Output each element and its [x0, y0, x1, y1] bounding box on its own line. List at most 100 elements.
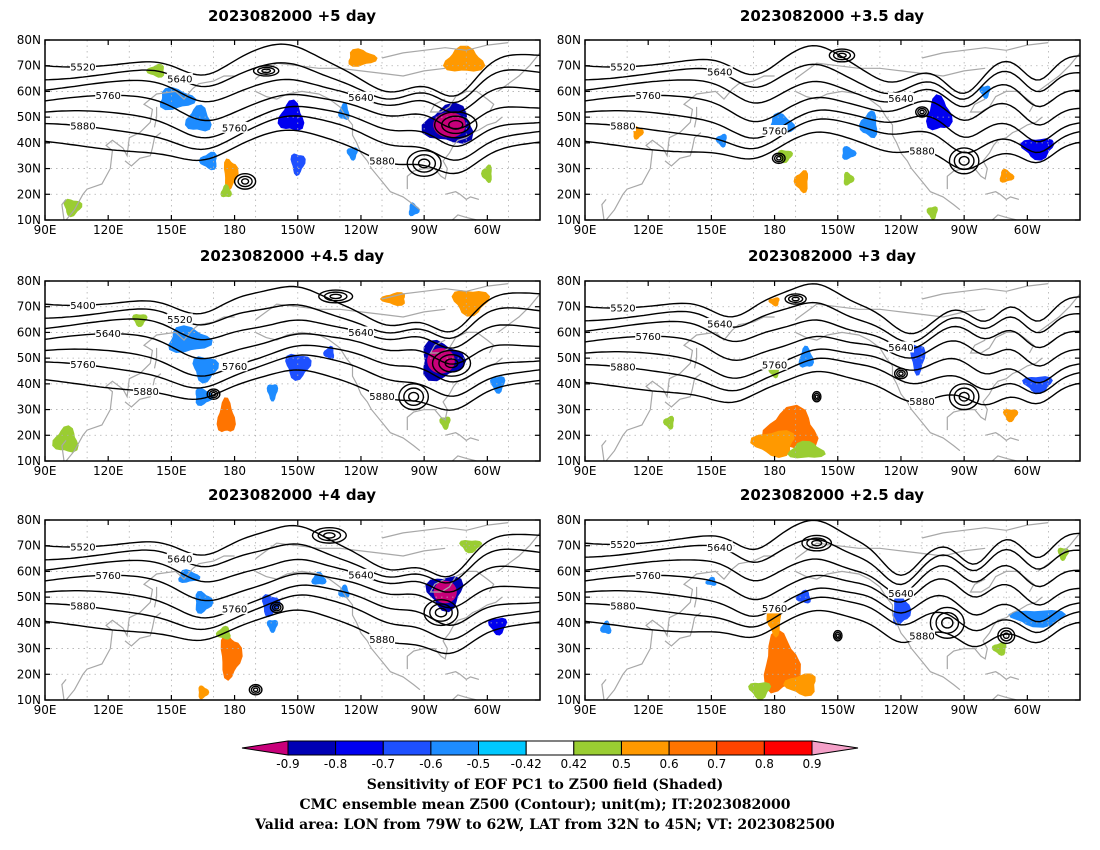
map-panel-4-5-day: 2023082000 +4.5 day 5400 5520 5640 5640 5760…	[17, 247, 541, 478]
z500-contour	[45, 584, 540, 627]
coastline	[693, 347, 698, 369]
coastline	[72, 225, 87, 238]
lon-tick-label: 90E	[574, 703, 597, 717]
closed-contour	[828, 48, 856, 63]
panel-title: 2023082000 +3.5 day	[740, 7, 924, 25]
coastline	[497, 52, 540, 92]
lon-tick-label: 150E	[696, 464, 727, 478]
lat-tick-label: 30N	[17, 403, 41, 417]
closed-contour	[958, 391, 970, 402]
map-panel-2-5-day: 2023082000 +2.5 day 5520 5640 5640 5760 5760…	[557, 486, 1081, 718]
colorbar-swatch	[621, 740, 670, 756]
colorbar-min-arrow	[241, 740, 289, 756]
contour-label-bg	[609, 600, 636, 612]
z500-contour	[45, 558, 540, 593]
z500-contour	[585, 348, 1080, 384]
coastline	[946, 596, 1043, 670]
lon-tick-label: 90W	[951, 703, 978, 717]
sensitivity-core	[220, 405, 232, 429]
contour-label-bg	[887, 587, 914, 599]
contour-label-bg	[166, 313, 193, 325]
z500-contour	[45, 105, 540, 148]
coastline	[612, 705, 627, 718]
colorbar-label: 0.9	[802, 757, 821, 771]
lat-tick-label: 80N	[557, 33, 581, 47]
closed-contour	[248, 683, 263, 696]
z500-contour	[585, 370, 1080, 406]
closed-contour	[273, 605, 280, 610]
sensitivity-shade	[793, 170, 808, 194]
contour-label: 5400	[70, 301, 95, 312]
z500-contour	[45, 333, 540, 365]
contour-label-bg	[761, 125, 788, 137]
closed-contour	[444, 358, 459, 369]
sensitivity-core	[223, 642, 238, 671]
coastline	[612, 466, 627, 479]
lat-tick-label: 20N	[557, 187, 581, 201]
z500-contour	[585, 596, 1080, 634]
coastline	[153, 586, 158, 608]
colorbar-label: -0.8	[324, 757, 347, 771]
coastline	[65, 316, 235, 461]
contour-label: 5880	[909, 147, 934, 158]
closed-contour	[429, 603, 453, 622]
closed-contour	[233, 173, 257, 190]
closed-contour	[834, 631, 842, 640]
contour-label-bg	[909, 395, 936, 407]
z500-contour	[45, 543, 540, 584]
contour-label: 5880	[369, 392, 394, 403]
contour-label: 5640	[95, 329, 120, 340]
sensitivity-shade	[926, 206, 938, 220]
contour-label: 5880	[369, 157, 394, 168]
lat-tick-label: 10N	[557, 693, 581, 707]
sensitivity-shade	[442, 45, 486, 72]
coastline	[601, 440, 607, 461]
colorbar-swatch	[763, 740, 813, 756]
contour-label-bg	[95, 569, 122, 581]
lon-tick-label: 180	[763, 223, 786, 237]
lat-tick-label: 60N	[557, 84, 581, 98]
sensitivity-shade	[348, 48, 378, 67]
lon-tick-label: 150W	[820, 223, 855, 237]
colorbar-label: 0.5	[612, 757, 631, 771]
closed-contour	[940, 617, 954, 629]
coastline	[381, 42, 509, 59]
closed-contour	[269, 601, 284, 614]
lat-tick-label: 50N	[557, 590, 581, 604]
lat-tick-label: 30N	[17, 642, 41, 656]
lat-tick-label: 10N	[17, 213, 41, 227]
footer-line-valid-area: Valid area: LON from 79W to 62W, LAT fro…	[254, 817, 835, 833]
closed-contour	[438, 353, 465, 373]
contour-label: 5640	[888, 589, 913, 600]
contour-label: 5640	[167, 554, 192, 565]
closed-contour	[261, 68, 272, 74]
lat-tick-label: 60N	[17, 325, 41, 339]
coastline	[1037, 293, 1080, 333]
closed-contour	[775, 155, 782, 161]
coastline	[985, 671, 1020, 681]
lon-tick-label: 90E	[574, 223, 597, 237]
contour-label-bg	[369, 633, 396, 645]
coastline	[795, 90, 961, 211]
z500-contour	[45, 115, 540, 161]
contour-label: 5640	[167, 74, 192, 85]
contour-label: 5880	[133, 387, 158, 398]
contour-label: 5640	[348, 570, 373, 581]
lat-tick-label: 80N	[17, 513, 41, 527]
sensitivity-shade	[195, 387, 214, 406]
colorbar-swatch	[430, 740, 479, 756]
lat-tick-label: 20N	[557, 667, 581, 681]
sensitivity-shade	[266, 619, 279, 633]
lat-tick-label: 80N	[17, 274, 41, 288]
lat-tick-label: 20N	[557, 428, 581, 442]
closed-contour	[398, 383, 430, 411]
lat-tick-label: 40N	[17, 377, 41, 391]
lat-tick-label: 80N	[557, 274, 581, 288]
lon-tick-label: 60W	[1014, 223, 1041, 237]
closed-contour	[323, 532, 336, 539]
coastline	[61, 679, 67, 700]
z500-contour	[585, 574, 1080, 606]
z500-contour	[45, 129, 540, 175]
closed-contour	[210, 391, 217, 397]
colorbar-label: 0.6	[660, 757, 679, 771]
